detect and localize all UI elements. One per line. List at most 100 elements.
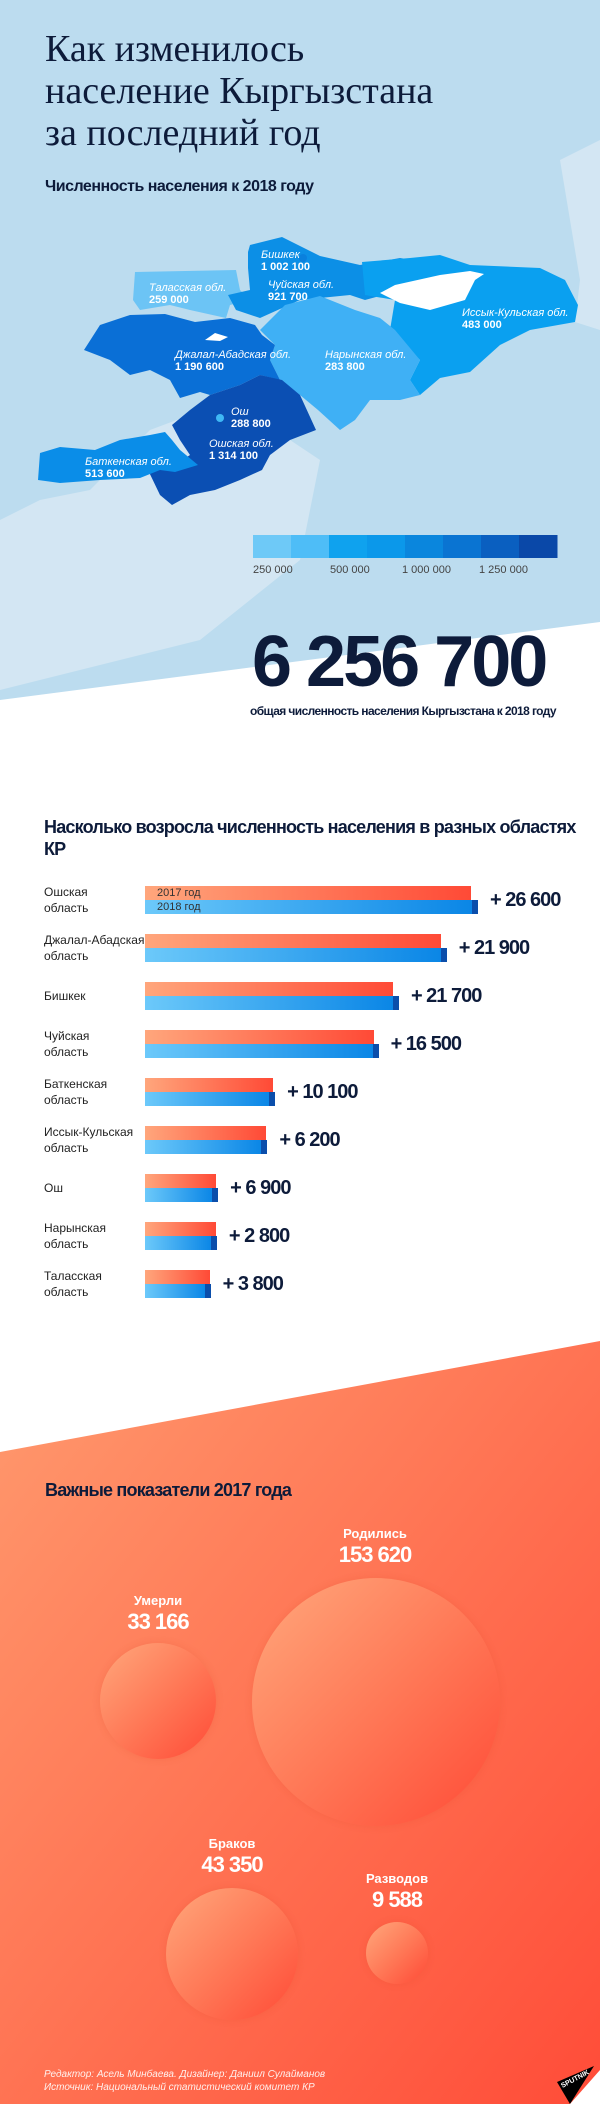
indicator-value: 43 350 — [201, 1852, 263, 1877]
indicator-births: Родились 153 620 — [295, 1526, 455, 1568]
category-label: Таласская область — [44, 1269, 102, 1299]
indicator-divorces: Разводов 9 588 — [317, 1871, 477, 1913]
category-label: Иссык-Кульская область — [44, 1125, 134, 1155]
region-value: 1 190 600 — [175, 361, 224, 373]
region-label-chuy: Чуйская обл. 921 700 — [268, 279, 334, 303]
bubble-births — [252, 1578, 500, 1826]
bar-2018-end — [204, 1284, 211, 1298]
bar-2017 — [145, 1222, 217, 1236]
region-batken — [38, 432, 198, 483]
legend-label: 1 000 000 — [402, 564, 451, 576]
legend-swatch — [519, 535, 558, 558]
bar-2017 — [145, 934, 442, 948]
legend-label: 1 250 000 — [479, 564, 528, 576]
increase-label: + 2 800 — [228, 1225, 290, 1247]
increase-label: + 21 900 — [458, 937, 530, 959]
bar-2018 — [145, 1188, 214, 1202]
region-value: 483 000 — [462, 319, 502, 331]
bar-2018-end — [269, 1092, 276, 1106]
bubble-divorces — [366, 1922, 428, 1984]
bar-2018 — [145, 1044, 374, 1058]
bar-2018 — [145, 900, 473, 914]
legend-swatch — [443, 535, 482, 558]
category-label: Баткенская область — [44, 1077, 108, 1107]
bubble-deaths — [100, 1643, 216, 1759]
bar-2017 — [145, 1270, 210, 1284]
region-value: 1 314 100 — [209, 450, 258, 462]
category-label: Ош — [44, 1181, 63, 1195]
bar-2017 — [145, 1126, 266, 1140]
legend-swatch — [291, 535, 330, 558]
legend-label: 500 000 — [330, 564, 370, 576]
bar-2018 — [145, 948, 442, 962]
total-population-caption: общая численность населения Кыргызстана … — [250, 704, 557, 718]
increase-label: + 3 800 — [222, 1273, 284, 1295]
bar-chart-title: Насколько возросла численность населения… — [44, 817, 576, 859]
region-label-jalal-abad: Джалал-Абадская обл. 1 190 600 — [175, 349, 291, 373]
region-name: Нарынская обл. — [325, 349, 407, 361]
region-label-talas: Таласская обл. 259 000 — [149, 282, 226, 306]
region-name: Джалал-Абадская обл. — [175, 349, 292, 361]
increase-label: + 16 500 — [390, 1033, 462, 1055]
map-legend-scale — [253, 535, 558, 558]
region-value: 259 000 — [149, 294, 189, 306]
title-line: Как изменилось — [45, 28, 305, 70]
region-talas — [133, 270, 250, 318]
bar-2017 — [145, 1030, 375, 1044]
bar-2018 — [145, 1140, 263, 1154]
region-label-osh: Ошская обл. 1 314 100 — [209, 438, 274, 462]
bar-2017 — [145, 1174, 217, 1188]
region-name: Таласская обл. — [149, 282, 227, 294]
region-name: Ошская обл. — [209, 438, 274, 450]
page-title: Как изменилось население Кыргызстана за … — [45, 28, 433, 154]
indicator-deaths: Умерли 33 166 — [78, 1593, 238, 1635]
increase-label: + 10 100 — [287, 1081, 358, 1103]
category-label: Чуйская область — [44, 1029, 90, 1059]
increase-label: + 6 200 — [279, 1129, 340, 1151]
region-value: 513 600 — [85, 468, 125, 480]
region-label-naryn: Нарынская обл. 283 800 — [325, 349, 406, 373]
bar-2017 — [145, 1078, 273, 1092]
map-subtitle: Численность населения к 2018 году — [45, 178, 314, 195]
category-label: Ошская область — [44, 885, 89, 915]
region-value: 1 002 100 — [261, 261, 310, 273]
total-population: 6 256 700 — [252, 622, 548, 702]
footer-source: Источник: Национальный статистический ко… — [44, 2082, 315, 2093]
indicators-title: Важные показатели 2017 года — [45, 1480, 292, 1500]
legend-label: 250 000 — [253, 564, 293, 576]
bar-2018 — [145, 996, 394, 1010]
indicator-label: Разводов — [365, 1871, 429, 1886]
title-line: за последний год — [45, 112, 321, 154]
region-osh — [148, 375, 316, 505]
region-name: Бишкек — [261, 249, 300, 261]
legend-swatch — [253, 535, 292, 558]
region-name: Чуйская обл. — [268, 279, 335, 291]
bar-2018 — [145, 1284, 206, 1298]
title-line: население Кыргызстана — [45, 70, 434, 112]
footer: Редактор: Асель Минбаева. Дизайнер: Дани… — [44, 2068, 325, 2094]
increase-label: + 21 700 — [410, 985, 482, 1007]
region-jalal-abad — [84, 314, 280, 398]
reservoir — [205, 333, 228, 341]
bar-2018 — [145, 1092, 271, 1106]
indicator-value: 9 588 — [371, 1887, 423, 1912]
bar-2018-end — [212, 1188, 219, 1202]
kyrgyzstan-map — [38, 237, 578, 505]
indicator-label: Родились — [343, 1526, 407, 1541]
legend-swatch — [367, 535, 406, 558]
bar-2018 — [145, 1236, 212, 1250]
increase-label: + 6 900 — [230, 1177, 291, 1199]
legend-swatch — [405, 535, 444, 558]
footer-credits: Редактор: Асель Минбаева. Дизайнер: Дани… — [44, 2069, 326, 2080]
bishkek-city-dot — [299, 254, 307, 262]
region-label-issyk-kul: Иссык-Кульская обл. 483 000 — [462, 307, 569, 331]
bar-2018-end — [472, 900, 478, 914]
lake-issyk-kul — [380, 271, 484, 310]
sputnik-logo — [557, 2066, 600, 2104]
indicator-value: 153 620 — [338, 1542, 413, 1567]
region-label-bishkek: Бишкек 1 002 100 — [261, 249, 310, 273]
indicator-label: Браков — [208, 1836, 256, 1851]
region-label-batken: Баткенская обл. 513 600 — [85, 456, 172, 480]
region-value: 288 800 — [231, 418, 271, 430]
legend-2017: 2017 год — [157, 887, 201, 899]
